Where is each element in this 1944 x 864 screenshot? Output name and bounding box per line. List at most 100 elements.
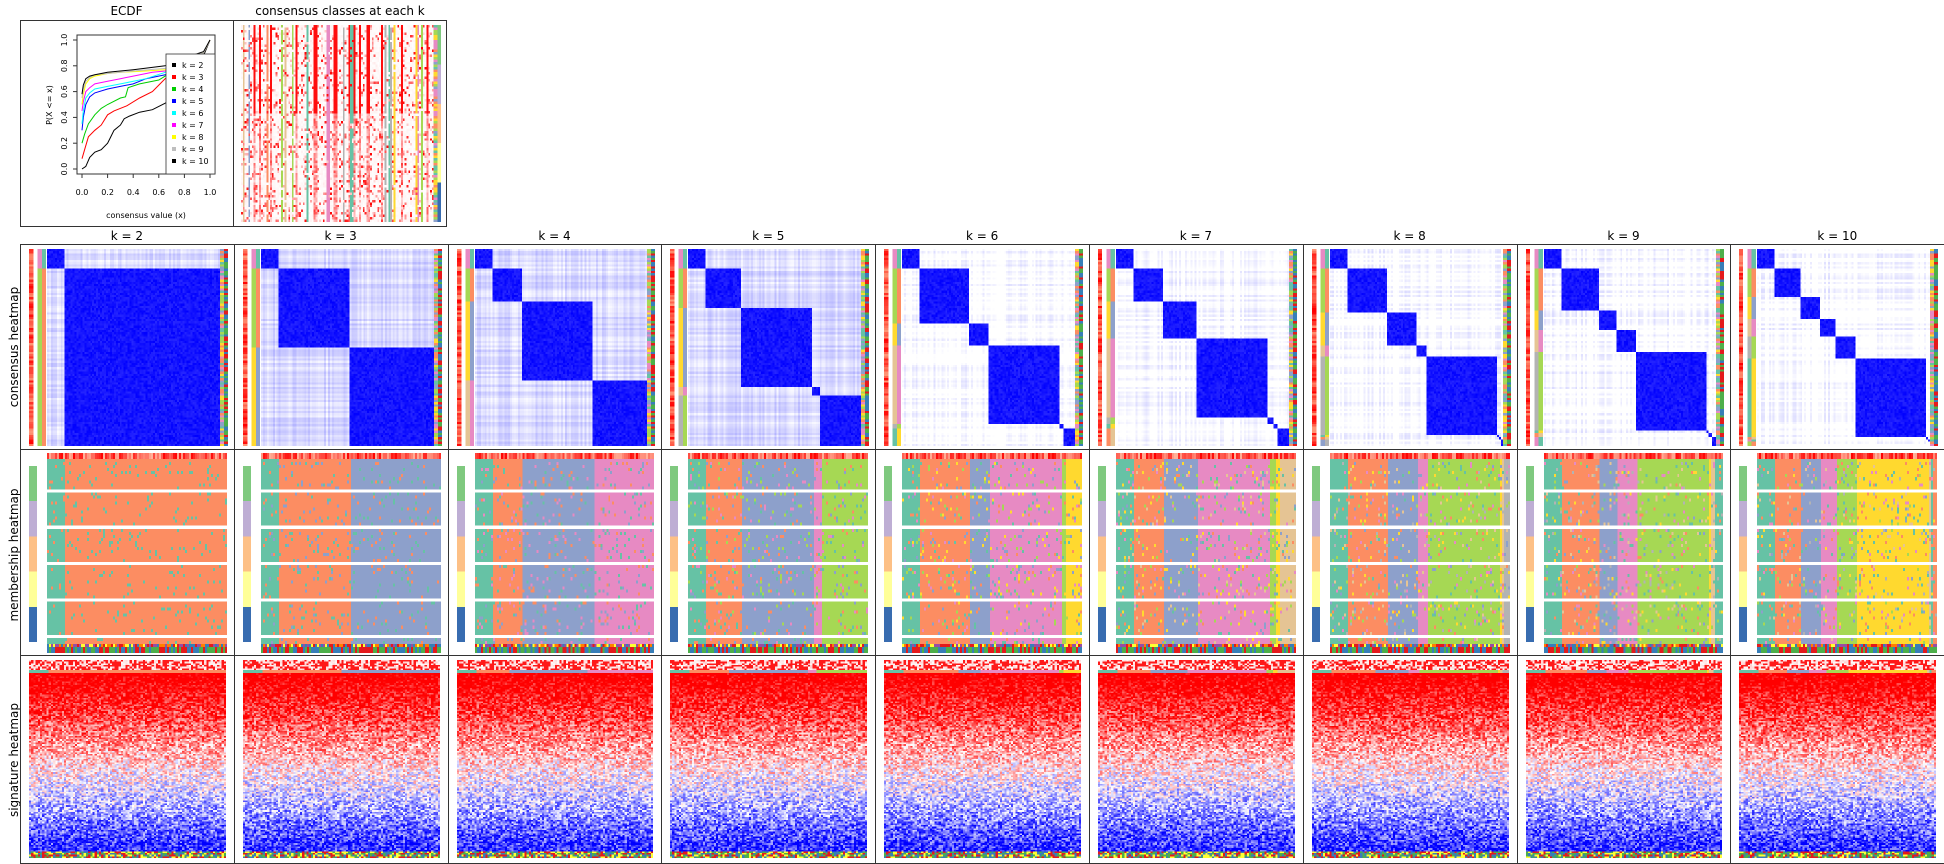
signature-heatmap-k5 xyxy=(670,660,868,858)
consensus-heatmap-k5 xyxy=(688,249,866,446)
consensus-right-annotation-k5 xyxy=(861,249,870,446)
legend-label-k10: k = 10 xyxy=(182,157,209,166)
consensus-annotation-bars-k5 xyxy=(670,249,688,446)
ecdf-plot: k = 2 k = 3 k = 4 k = 5 k = 6 k = 7 k = 8 k = 9… xyxy=(45,34,217,220)
legend-label-k2: k = 2 xyxy=(182,61,204,70)
x-tick-label: 0.8 xyxy=(178,188,191,197)
k-panel-title: k = 9 xyxy=(1607,229,1640,243)
signature-heatmap-k10 xyxy=(1739,660,1937,858)
legend-swatch-k9 xyxy=(172,147,176,151)
legend-label-k6: k = 6 xyxy=(182,109,204,118)
consensus-heatmap-k6 xyxy=(902,249,1079,446)
signature-heatmap-k2 xyxy=(29,660,226,858)
legend-swatch-k5 xyxy=(172,99,176,103)
membership-group-annotation-k8 xyxy=(1311,466,1320,642)
ecdf-title: ECDF xyxy=(110,4,143,18)
x-tick-label: 0.2 xyxy=(101,188,114,197)
consensus-right-annotation-k10 xyxy=(1930,249,1939,446)
x-tick-label: 0.0 xyxy=(76,188,89,197)
signature-heatmap-k7 xyxy=(1098,660,1295,858)
k-panel-title: k = 5 xyxy=(752,229,785,243)
x-tick-label: 0.6 xyxy=(152,188,165,197)
consensus-annotation-bars-k7 xyxy=(1098,249,1115,446)
signature-heatmap-k9 xyxy=(1525,660,1723,858)
membership-group-annotation-k9 xyxy=(1525,466,1534,642)
consensus-heatmap-k10 xyxy=(1757,249,1935,446)
legend-label-k7: k = 7 xyxy=(182,121,204,130)
membership-heatmap-k5 xyxy=(688,453,869,653)
consensus-heatmap-k4 xyxy=(474,249,652,446)
consensus-annotation-bars-k9 xyxy=(1525,249,1543,446)
membership-group-annotation-k10 xyxy=(1739,466,1748,642)
legend-label-k9: k = 9 xyxy=(182,145,204,154)
consensus-heatmap-k9 xyxy=(1543,249,1721,446)
k-panel-title: k = 6 xyxy=(965,229,999,243)
consensus-annotation-bars-k10 xyxy=(1739,249,1757,446)
legend-swatch-k3 xyxy=(172,75,176,79)
x-axis-label: consensus value (x) xyxy=(106,211,186,220)
membership-group-annotation-k4 xyxy=(456,466,465,642)
consensus-annotation-bars-k2 xyxy=(29,249,46,446)
membership-group-annotation-k6 xyxy=(884,466,893,642)
consensus-classes-heatmap xyxy=(241,25,441,222)
signature-heatmap-k4 xyxy=(456,660,654,858)
y-axis-label: P(X <= x) xyxy=(45,85,54,125)
consensus-right-annotation-k8 xyxy=(1502,249,1511,446)
y-tick-label: 0.6 xyxy=(60,85,69,98)
signature-heatmap-k3 xyxy=(242,660,440,858)
x-tick-label: 0.4 xyxy=(127,188,140,197)
membership-heatmap-k9 xyxy=(1543,453,1724,653)
consensus-annotation-bars-k3 xyxy=(242,249,260,446)
k-panel-title: k = 3 xyxy=(324,229,357,243)
membership-group-annotation-k5 xyxy=(670,466,679,642)
consensus-right-annotation-k6 xyxy=(1075,249,1083,446)
y-tick-label: 0.0 xyxy=(60,163,69,176)
membership-group-annotation-k3 xyxy=(242,466,251,642)
consensus-annotation-bars-k4 xyxy=(456,249,474,446)
k-panel-title: k = 10 xyxy=(1817,229,1858,243)
legend-label-k4: k = 4 xyxy=(182,85,204,94)
y-tick-label: 0.8 xyxy=(60,59,69,72)
y-tick-label: 0.4 xyxy=(60,111,69,124)
membership-group-annotation-k2 xyxy=(29,466,37,642)
consensus-heatmap-k3 xyxy=(260,249,438,446)
membership-heatmap-k3 xyxy=(260,453,441,653)
consensus-annotation-bars-k8 xyxy=(1311,249,1329,446)
row-label-signature: signature heatmap xyxy=(7,702,21,818)
k-panel-title: k = 7 xyxy=(1179,229,1213,243)
consensus-right-annotation-k7 xyxy=(1288,249,1297,446)
membership-heatmap-k2 xyxy=(47,453,227,653)
k-panel-title: k = 2 xyxy=(110,229,144,243)
membership-heatmap-k4 xyxy=(474,453,655,653)
consensus-right-annotation-k2 xyxy=(219,249,228,446)
legend-swatch-k7 xyxy=(172,123,176,127)
legend-swatch-k10 xyxy=(172,159,176,163)
signature-heatmap-k8 xyxy=(1311,660,1509,858)
signature-heatmap-k6 xyxy=(884,660,1081,858)
row-label-membership: membership heatmap xyxy=(7,488,21,622)
membership-heatmap-k6 xyxy=(902,453,1082,653)
legend-swatch-k4 xyxy=(172,87,176,91)
legend-label-k3: k = 3 xyxy=(182,73,204,82)
consensus-heatmap-k2 xyxy=(47,249,224,446)
consensus-right-annotation-k3 xyxy=(433,249,442,446)
k-panel-title: k = 8 xyxy=(1393,229,1426,243)
membership-heatmap-k8 xyxy=(1329,453,1510,653)
legend-swatch-k2 xyxy=(172,63,176,67)
legend-swatch-k8 xyxy=(172,135,176,139)
k-panel-title: k = 4 xyxy=(538,229,571,243)
consensus-right-annotation-k9 xyxy=(1716,249,1725,446)
consensus-annotation-bars-k6 xyxy=(884,249,902,446)
consensus-classes-title: consensus classes at each k xyxy=(255,4,425,18)
legend-swatch-k6 xyxy=(172,111,176,115)
consensus-right-annotation-k4 xyxy=(647,249,656,446)
legend-label-k5: k = 5 xyxy=(182,97,204,106)
membership-group-annotation-k7 xyxy=(1098,466,1106,642)
x-tick-label: 1.0 xyxy=(204,188,217,197)
row-label-consensus: consensus heatmap xyxy=(7,286,21,408)
membership-heatmap-k7 xyxy=(1116,453,1296,653)
consensus-heatmap-k7 xyxy=(1116,249,1293,446)
legend-label-k8: k = 8 xyxy=(182,133,204,142)
consensus-heatmap-k8 xyxy=(1329,249,1507,446)
y-tick-label: 1.0 xyxy=(60,34,69,47)
